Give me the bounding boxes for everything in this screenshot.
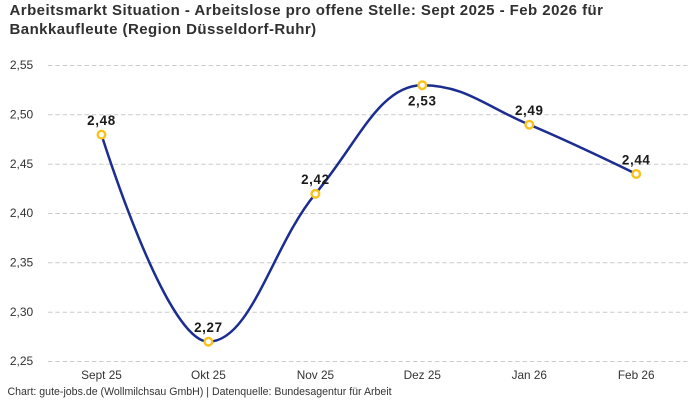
- svg-text:Jan 26: Jan 26: [512, 368, 548, 382]
- svg-text:2,48: 2,48: [87, 113, 116, 128]
- svg-text:2,40: 2,40: [10, 206, 34, 220]
- svg-text:2,44: 2,44: [622, 152, 651, 167]
- svg-text:Dez 25: Dez 25: [404, 368, 442, 382]
- svg-text:Nov 25: Nov 25: [297, 368, 335, 382]
- svg-text:Sept 25: Sept 25: [81, 368, 122, 382]
- svg-text:2,35: 2,35: [10, 256, 34, 270]
- svg-text:2,27: 2,27: [194, 320, 223, 335]
- svg-text:2,25: 2,25: [10, 354, 34, 368]
- svg-text:Okt 25: Okt 25: [191, 368, 226, 382]
- svg-text:2,42: 2,42: [301, 172, 330, 187]
- svg-text:2,53: 2,53: [408, 94, 437, 109]
- svg-text:2,50: 2,50: [10, 108, 34, 122]
- svg-text:2,30: 2,30: [10, 305, 34, 319]
- svg-text:2,45: 2,45: [10, 157, 34, 171]
- svg-text:2,55: 2,55: [10, 58, 34, 72]
- svg-text:Feb 26: Feb 26: [618, 368, 655, 382]
- svg-text:2,49: 2,49: [515, 103, 544, 118]
